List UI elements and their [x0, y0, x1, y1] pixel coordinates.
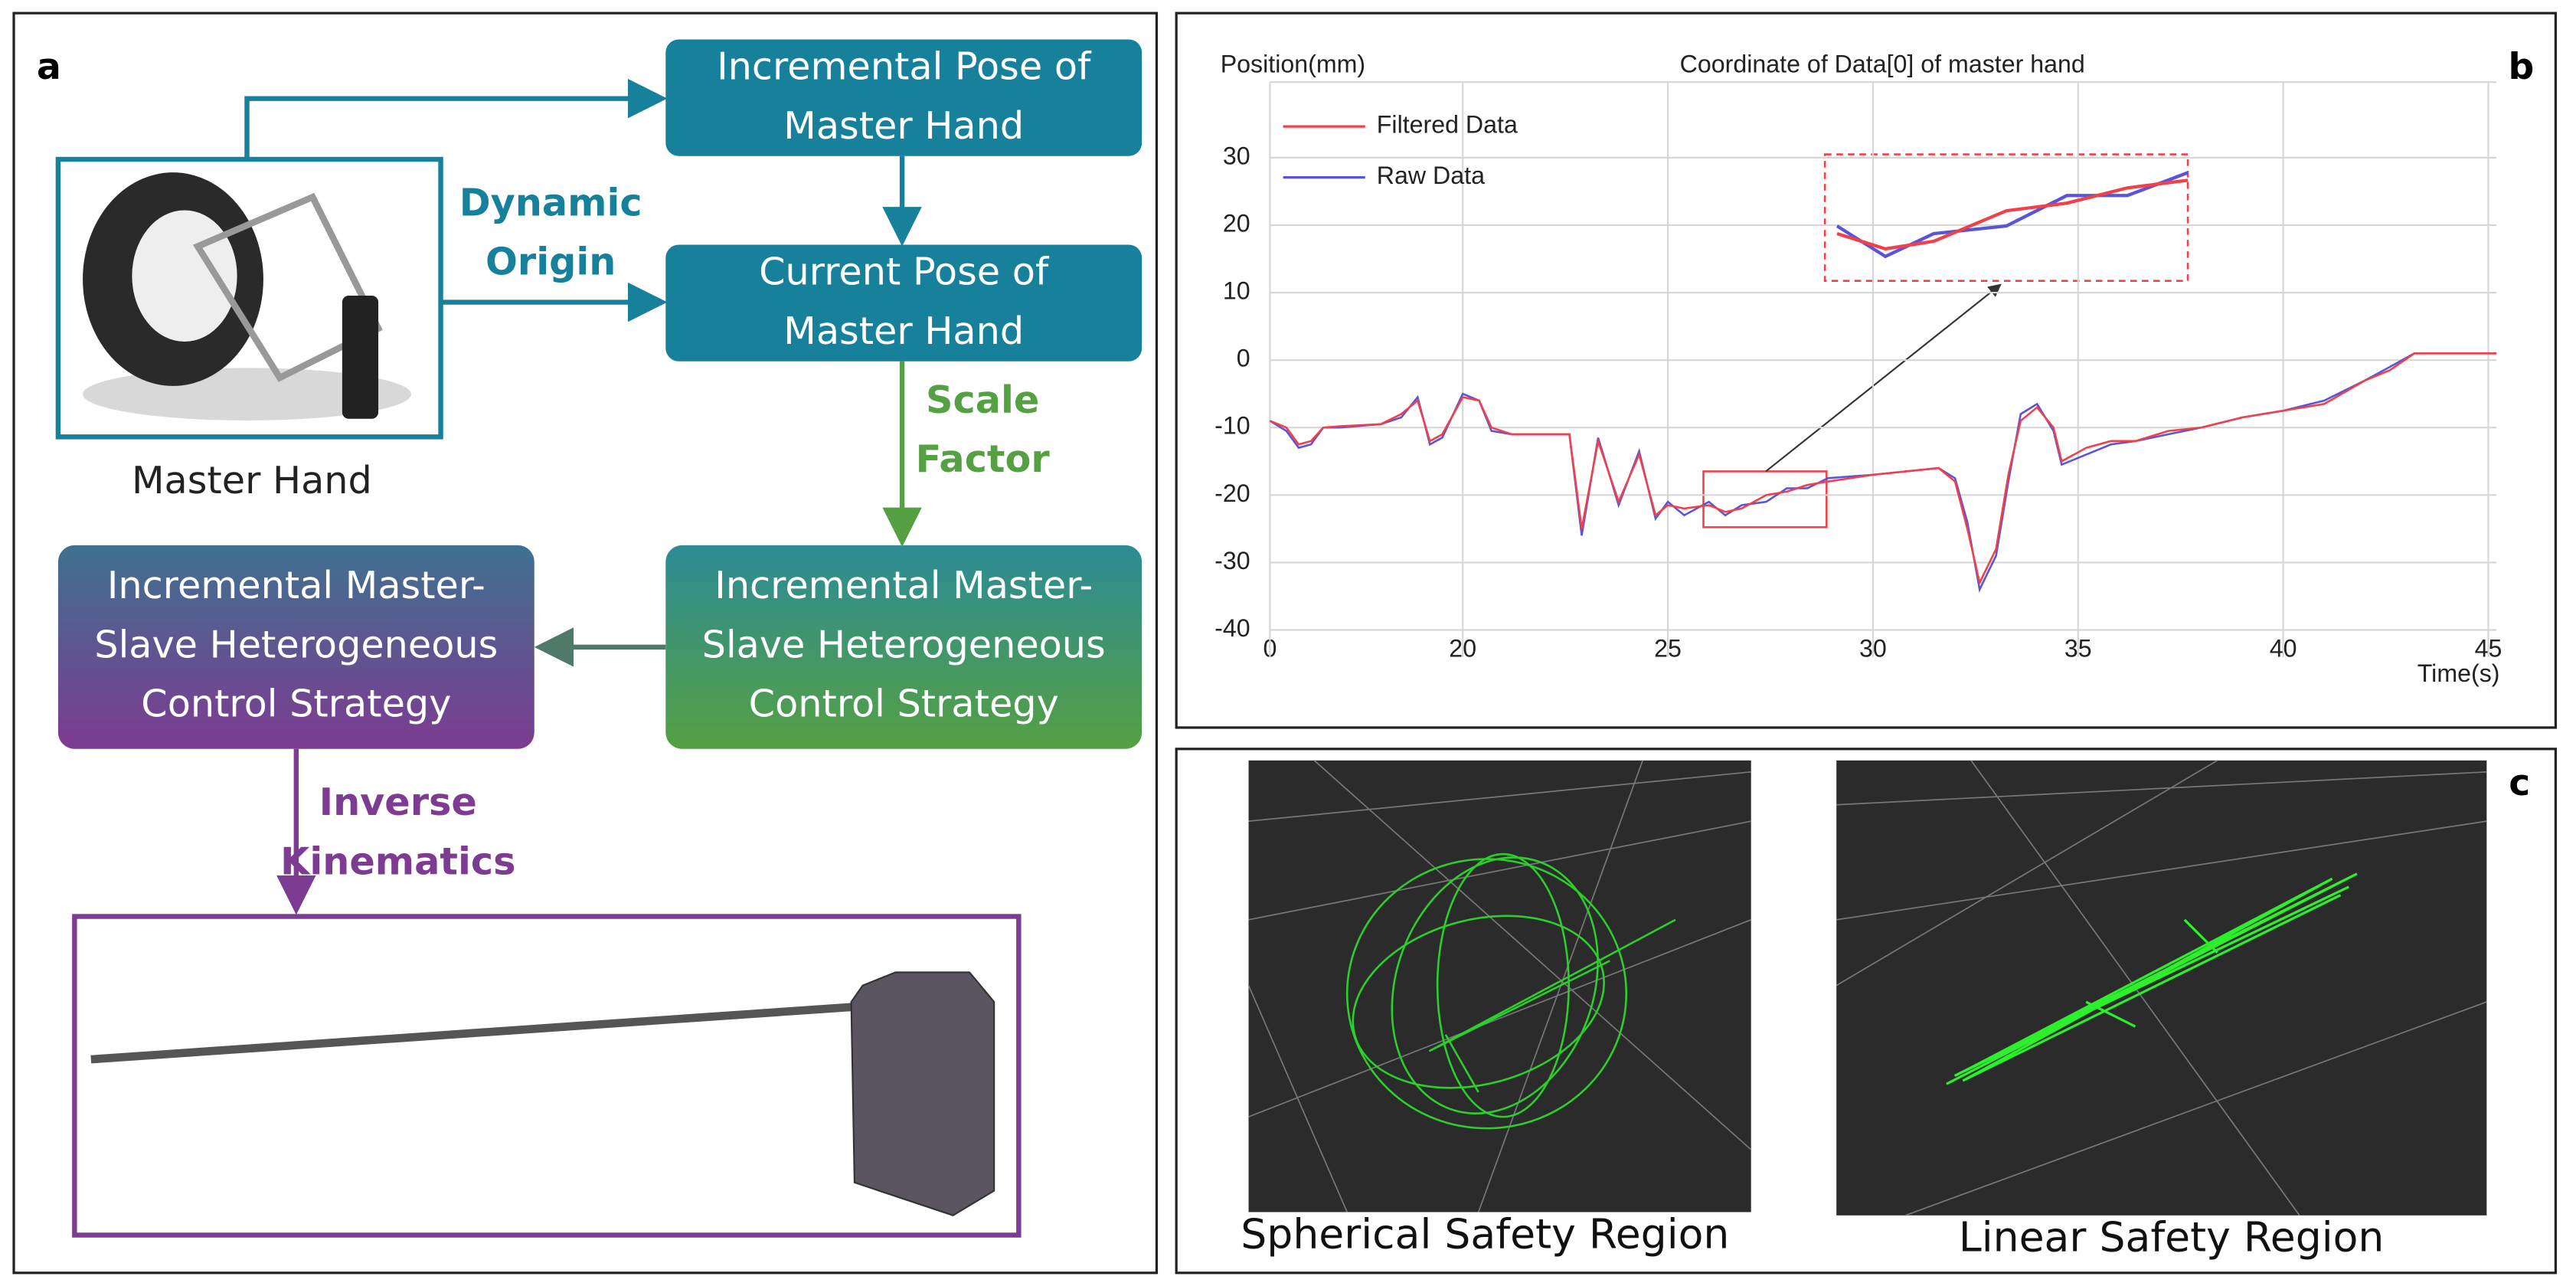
zoom-arrow	[1765, 283, 2002, 473]
node-label: Slave Heterogeneous	[702, 622, 1106, 666]
node-label: Incremental Master-	[714, 563, 1093, 607]
legend-label: Filtered Data	[1377, 111, 1518, 139]
node-label: Master Hand	[783, 309, 1024, 353]
node-box	[665, 39, 1143, 156]
edge-label: Factor	[916, 437, 1051, 481]
trajectory	[1946, 872, 2358, 1085]
x-tick-label: 20	[1449, 635, 1476, 663]
x-tick-label: 45	[2475, 635, 2502, 663]
panel-label: c	[2509, 762, 2530, 804]
arrow	[244, 78, 668, 159]
chart-title: Coordinate of Data[0] of master hand	[1680, 50, 2085, 77]
view-3d	[1836, 760, 2487, 1216]
node-label: Control Strategy	[749, 682, 1059, 726]
device-handle	[342, 295, 379, 419]
x-tick-label: 35	[2064, 635, 2092, 663]
panel-label: a	[37, 46, 61, 88]
device-shell	[132, 210, 237, 342]
panel-frame	[12, 11, 1159, 1275]
edge-label: Inverse	[319, 780, 477, 824]
node-label: Current Pose of	[759, 250, 1050, 294]
x-tick-label: 25	[1654, 635, 1682, 663]
instrument-body	[850, 971, 995, 1216]
node-box	[665, 545, 1143, 749]
edge-label: Dynamic	[459, 181, 642, 225]
node-label: Control Strategy	[141, 682, 451, 726]
y-tick-label: -30	[1214, 547, 1250, 574]
panel-a-shapes	[55, 39, 1143, 1238]
inset-line	[1836, 178, 2189, 251]
y-tick-label: 20	[1223, 209, 1250, 237]
data-line	[1269, 352, 2497, 586]
ground-grid	[1247, 760, 1752, 1212]
panel-c-images	[1247, 760, 2487, 1216]
edge-label: Scale	[926, 378, 1039, 422]
trajectory	[1345, 852, 1676, 1130]
y-tick-label: -10	[1214, 412, 1250, 440]
node-box	[57, 545, 534, 749]
zoom-inset	[1823, 153, 2189, 282]
node-label: Incremental Pose of	[717, 44, 1092, 89]
node-label: Incremental Master-	[107, 563, 485, 607]
x-tick-label: 40	[2270, 635, 2297, 663]
y-tick-label: -20	[1214, 479, 1250, 507]
ground-grid	[1836, 760, 2487, 1216]
node-box	[665, 244, 1143, 362]
caption: Linear Safety Region	[1959, 1213, 2385, 1261]
data-line	[1269, 352, 2497, 593]
y-axis-label: Position(mm)	[1221, 50, 1365, 77]
y-tick-label: -40	[1214, 614, 1250, 642]
x-axis-label: Time(s)	[2417, 659, 2500, 687]
x-tick-label: 30	[1859, 635, 1887, 663]
panel-frame	[1175, 11, 2558, 729]
device-label: Master Hand	[132, 458, 372, 502]
panel-frame	[1175, 748, 2558, 1275]
edge-label: Kinematics	[280, 839, 515, 883]
view-3d	[1248, 760, 1751, 1212]
edge-label: Origin	[485, 240, 616, 284]
panel-label: b	[2508, 46, 2534, 88]
node-label: Slave Heterogeneous	[94, 622, 498, 666]
inset-line	[1836, 171, 2189, 259]
y-tick-label: 10	[1223, 277, 1250, 305]
y-tick-label: 30	[1223, 142, 1250, 169]
instrument-shaft	[90, 1000, 880, 1064]
y-tick-label: 0	[1237, 345, 1250, 372]
node-label: Master Hand	[783, 103, 1024, 148]
caption: Spherical Safety Region	[1241, 1209, 1729, 1258]
zoom-source	[1702, 470, 1828, 528]
legend-label: Raw Data	[1377, 162, 1485, 189]
